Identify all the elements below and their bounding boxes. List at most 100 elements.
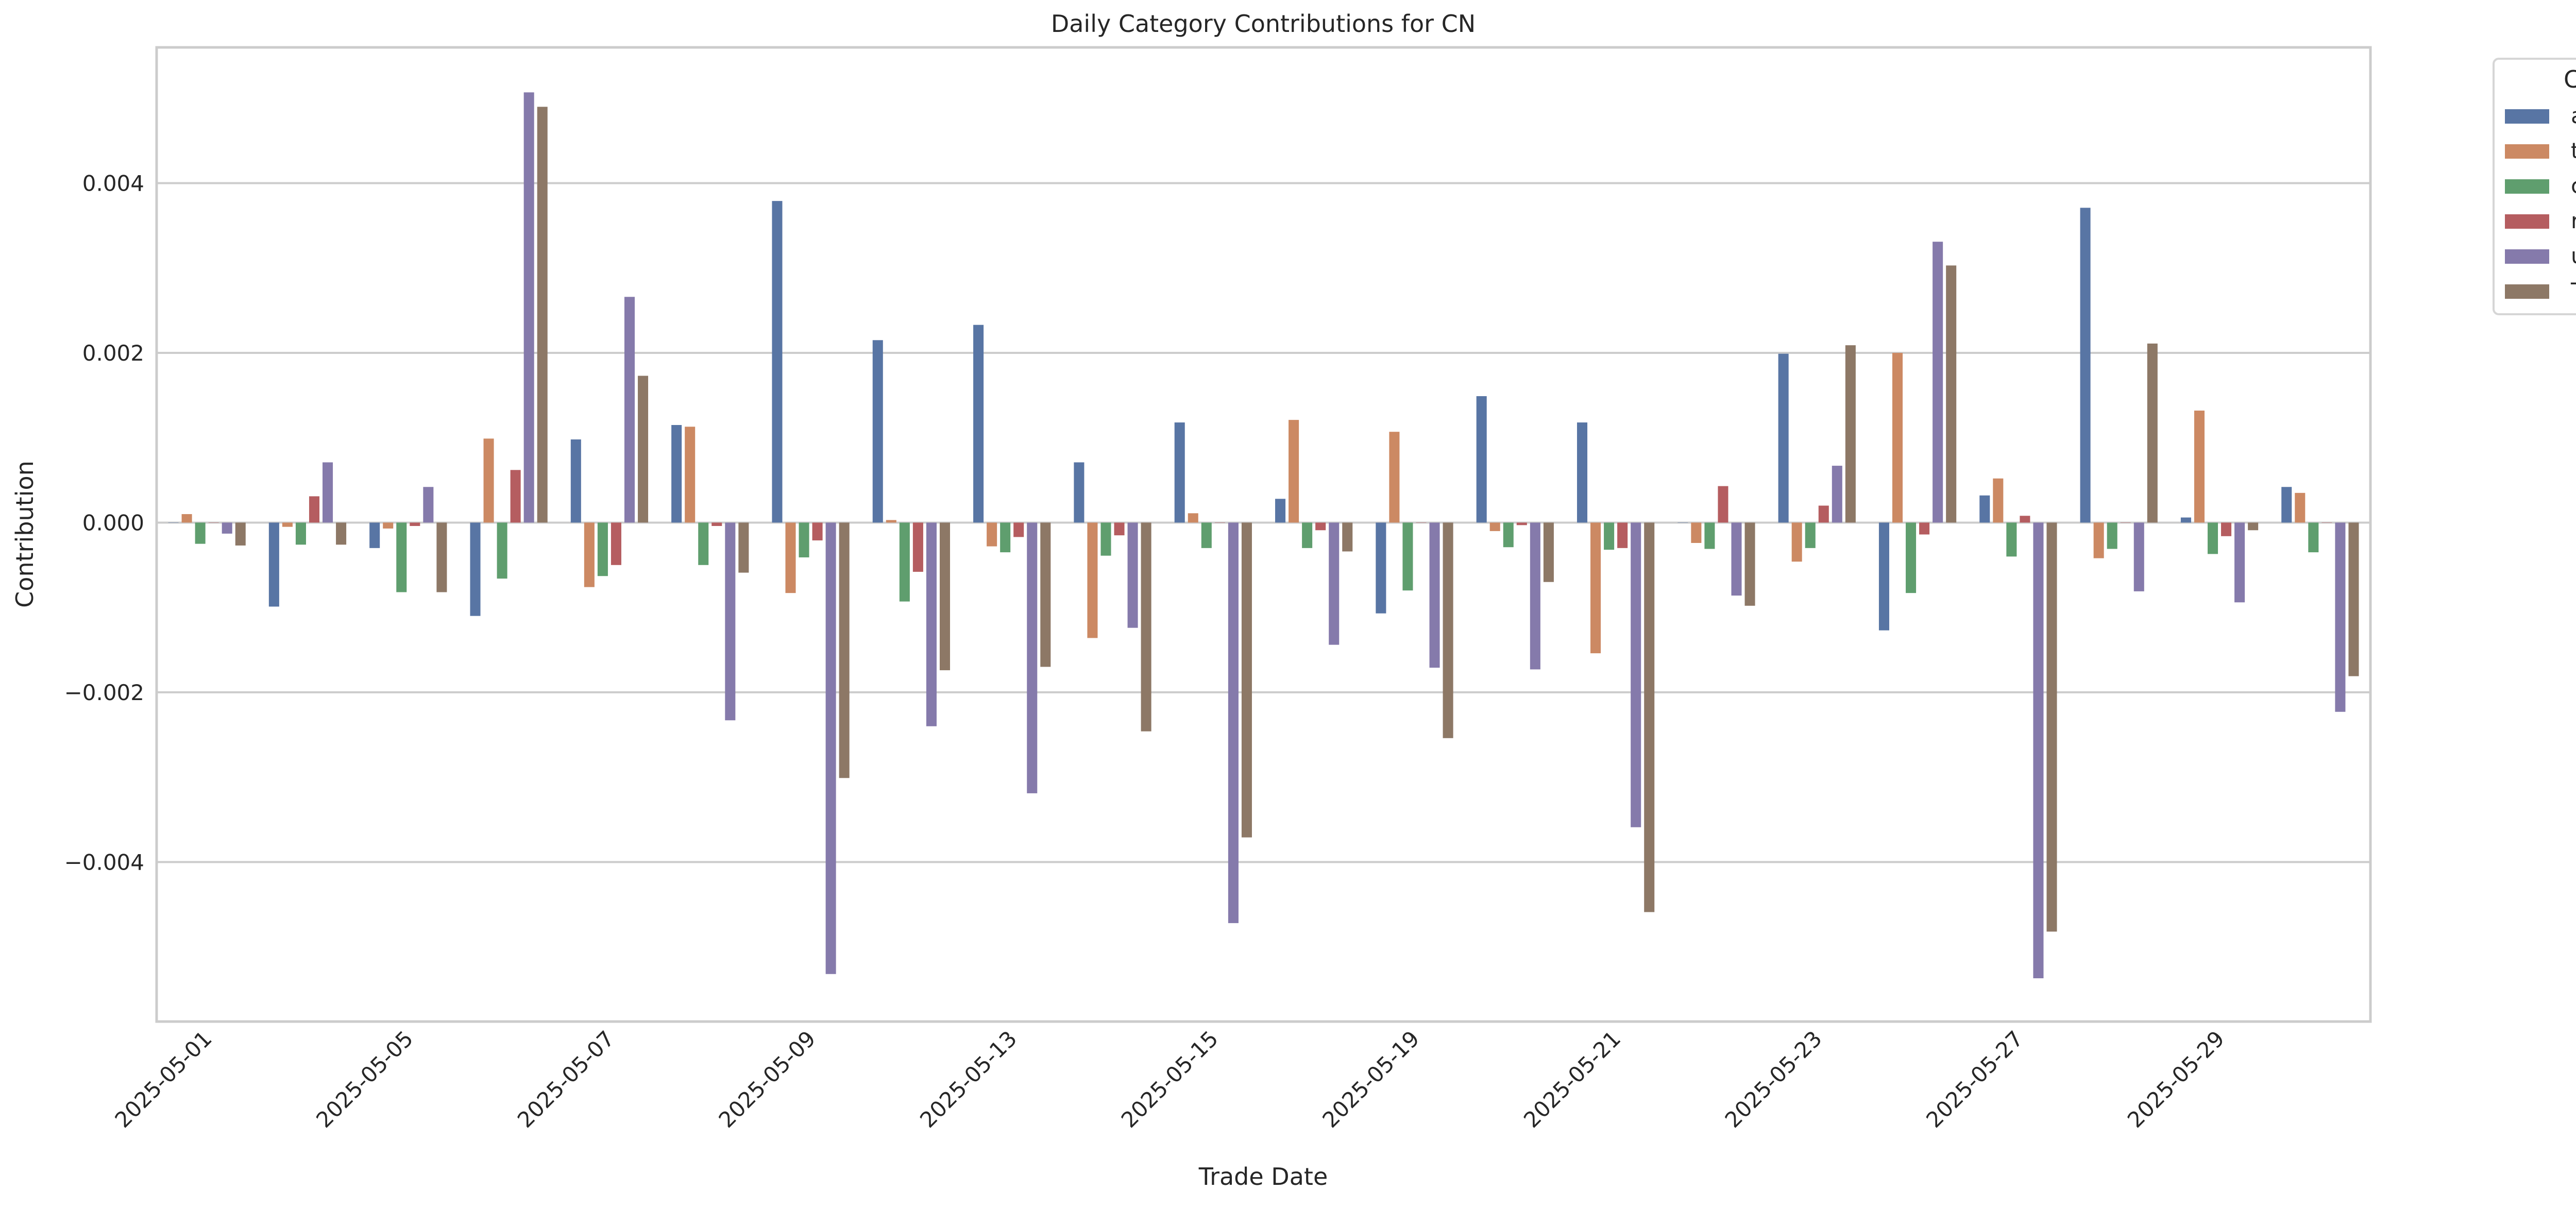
bar-tilt-total xyxy=(1188,513,1198,523)
bar-risk-exposure xyxy=(1818,505,1829,523)
bar-total xyxy=(1141,522,1151,732)
bar-cost xyxy=(2308,522,2319,553)
bar-risk-exposure xyxy=(1617,522,1628,548)
y-tick-label: 0.000 xyxy=(82,510,144,535)
bar-total xyxy=(939,522,951,671)
bars xyxy=(168,92,2359,978)
bar-unexplained xyxy=(523,92,534,523)
legend-label: alpha_total xyxy=(2571,103,2576,128)
bar-total xyxy=(1644,522,1655,912)
bar-alpha-total xyxy=(973,325,984,523)
y-ticks: −0.004 −0.002 0.000 0.002 0.004 xyxy=(64,171,144,875)
bar-tilt-total xyxy=(282,522,293,527)
bar-tilt-total xyxy=(1892,352,1903,523)
bar-risk-exposure xyxy=(510,470,521,523)
bar-unexplained xyxy=(1731,522,1742,596)
bar-total xyxy=(2147,343,2158,523)
legend-label: unexplained xyxy=(2571,243,2576,268)
bar-tilt-total xyxy=(2093,522,2104,558)
bar-risk-exposure xyxy=(1416,522,1427,523)
legend-swatch xyxy=(2505,284,2549,299)
x-tick-label: 2025-05-21 xyxy=(1519,1026,1625,1132)
y-tick-label: −0.004 xyxy=(64,849,144,875)
bar-alpha-total xyxy=(369,522,380,548)
bar-alpha-total xyxy=(2281,487,2292,523)
bar-risk-exposure xyxy=(410,522,420,526)
bar-total xyxy=(1241,522,1252,838)
legend-swatch xyxy=(2505,144,2549,159)
legend: Category alpha_total tilt_totalcost risk_e… xyxy=(2493,58,2576,315)
bar-total xyxy=(2248,522,2259,531)
bar-tilt-total xyxy=(987,522,997,547)
bar-cost xyxy=(698,522,709,565)
x-tick-label: 2025-05-15 xyxy=(1116,1026,1223,1132)
bar-cost xyxy=(195,522,206,544)
chart-title: Daily Category Contributions for CN xyxy=(1051,10,1476,38)
bar-alpha-total xyxy=(772,201,783,523)
bar-total xyxy=(336,522,347,545)
plot-frame xyxy=(155,46,2372,1023)
bar-unexplained xyxy=(725,522,736,721)
bar-total xyxy=(2046,522,2057,932)
bar-alpha-total xyxy=(2180,517,2191,523)
bar-cost xyxy=(1604,522,1615,550)
bar-alpha-total xyxy=(1577,422,1588,523)
bar-unexplained xyxy=(825,522,836,974)
bar-alpha-total xyxy=(570,439,581,523)
bar-tilt-total xyxy=(1590,522,1601,654)
bar-total xyxy=(1744,522,1755,606)
bar-total xyxy=(1040,522,1051,667)
bar-cost xyxy=(396,522,407,592)
bar-risk-exposure xyxy=(2120,522,2131,523)
bar-alpha-total xyxy=(1275,499,1286,523)
bar-alpha-total xyxy=(1677,522,1688,523)
y-tick-label: 0.002 xyxy=(82,341,144,366)
bar-total xyxy=(235,522,246,546)
bar-total xyxy=(2348,522,2359,676)
bar-risk-exposure xyxy=(208,522,219,523)
bar-cost xyxy=(295,522,306,545)
bar-tilt-total xyxy=(1993,478,2004,523)
bar-alpha-total xyxy=(1778,353,1789,523)
bar-unexplained xyxy=(1933,242,1943,523)
bar-total xyxy=(638,376,649,523)
bar-cost xyxy=(1805,522,1816,548)
bar-total xyxy=(1443,522,1453,738)
x-ticks: 2025-05-01 2025-05-05 2025-05-07 2025-05-09… xyxy=(110,1026,2229,1132)
bar-tilt-total xyxy=(1791,522,1802,562)
bar-alpha-total xyxy=(1878,522,1889,631)
bar-risk-exposure xyxy=(1013,522,1024,537)
x-tick-label: 2025-05-09 xyxy=(714,1026,820,1132)
bar-unexplained xyxy=(1832,466,1842,523)
bar-alpha-total xyxy=(671,425,682,523)
bar-cost xyxy=(1100,522,1111,556)
bar-alpha-total xyxy=(470,522,481,616)
bar-unexplained xyxy=(2133,522,2144,591)
x-tick-label: 2025-05-05 xyxy=(311,1026,418,1132)
x-tick-label: 2025-05-13 xyxy=(915,1026,1022,1132)
legend-swatch xyxy=(2505,214,2549,229)
bar-tilt-total xyxy=(2194,411,2205,523)
bar-cost xyxy=(2107,522,2117,549)
legend-items: alpha_total tilt_totalcost risk_exposureun… xyxy=(2505,103,2576,303)
y-axis-label: Contribution xyxy=(11,461,39,608)
bar-alpha-total xyxy=(2080,208,2091,523)
bar-total xyxy=(537,107,548,523)
bar-alpha-total xyxy=(268,522,279,607)
bar-cost xyxy=(899,522,910,602)
bar-unexplained xyxy=(2033,522,2044,978)
bar-risk-exposure xyxy=(1114,522,1125,536)
bar-risk-exposure xyxy=(1516,522,1527,525)
bar-alpha-total xyxy=(1074,462,1084,523)
bar-tilt-total xyxy=(1489,522,1500,531)
bar-tilt-total xyxy=(886,520,896,523)
bar-risk-exposure xyxy=(1919,522,1930,535)
bar-alpha-total xyxy=(1979,495,1990,523)
bar-tilt-total xyxy=(685,427,696,523)
bar-cost xyxy=(1302,522,1313,548)
bar-total xyxy=(1342,522,1353,552)
bar-unexplained xyxy=(1429,522,1440,668)
bar-cost xyxy=(1402,522,1413,591)
bar-risk-exposure xyxy=(2020,516,2030,523)
